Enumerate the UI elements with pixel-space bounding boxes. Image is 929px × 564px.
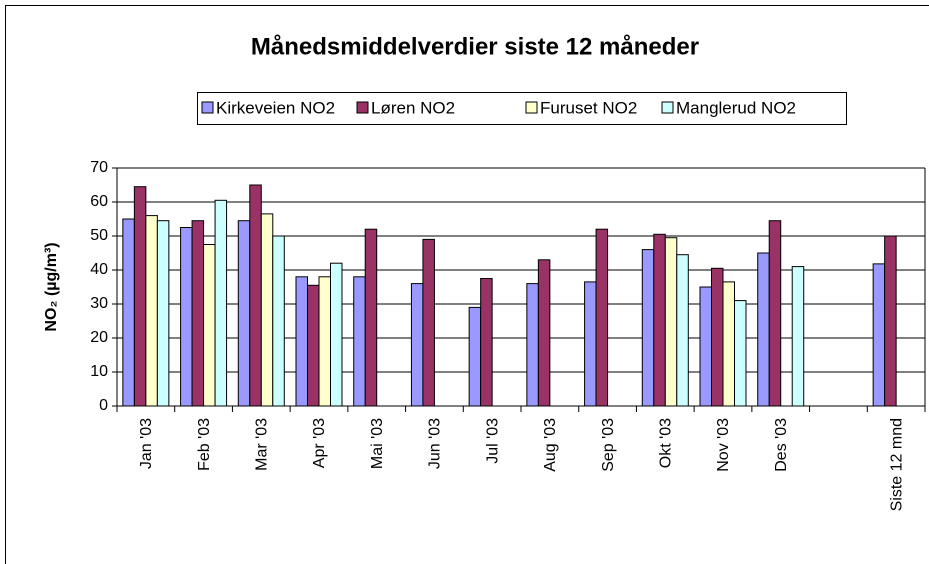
y-tick-label: 40 <box>90 261 108 278</box>
bar <box>410 283 424 407</box>
bar <box>364 228 378 407</box>
bar <box>318 276 331 407</box>
y-tick-label: 60 <box>90 193 108 210</box>
bar <box>180 227 193 407</box>
bar <box>676 254 689 407</box>
y-axis-label: NO₂ (µg/m³) <box>43 242 60 331</box>
legend-label: Furuset NO2 <box>540 98 637 117</box>
bar <box>884 235 897 407</box>
bar <box>249 184 262 407</box>
legend-swatch <box>356 101 369 114</box>
bar <box>214 199 228 407</box>
bar <box>353 276 366 407</box>
x-tick-label: Feb '03 <box>196 418 213 471</box>
bar <box>422 238 435 407</box>
bar <box>584 281 597 407</box>
legend-swatch <box>661 101 674 114</box>
bar <box>699 286 712 407</box>
bar <box>664 237 678 407</box>
bar <box>653 233 666 407</box>
bar <box>191 220 205 407</box>
bar <box>526 283 539 407</box>
bar <box>272 235 285 407</box>
bar <box>768 220 782 407</box>
x-tick-label: Apr '03 <box>311 418 328 468</box>
bar <box>307 284 320 407</box>
bar <box>722 281 735 407</box>
bar <box>757 252 770 407</box>
bar <box>711 267 724 407</box>
legend-swatch <box>201 101 214 114</box>
bar <box>133 186 147 407</box>
bar <box>468 306 482 407</box>
x-tick-label: Jan '03 <box>138 418 155 469</box>
legend-label: Løren NO2 <box>371 98 455 117</box>
bar <box>203 244 216 407</box>
bar <box>641 249 655 407</box>
bar <box>330 262 343 407</box>
x-tick-label: Sep '03 <box>600 418 617 472</box>
y-tick-label: 70 <box>90 159 108 176</box>
bar <box>872 263 886 407</box>
bar <box>791 266 805 407</box>
chart-title: Månedsmiddelverdier siste 12 måneder <box>251 33 699 60</box>
bar <box>156 220 170 407</box>
x-tick-label: Mar '03 <box>254 418 271 471</box>
x-tick-label: Siste 12 mnd <box>888 418 905 511</box>
x-tick-label: Okt '03 <box>658 418 675 468</box>
legend-box <box>197 92 847 125</box>
bar <box>122 218 135 407</box>
x-tick-label: Aug '03 <box>542 418 559 472</box>
bar <box>295 276 308 407</box>
bar <box>734 300 747 407</box>
x-tick-label: Jul '03 <box>484 418 501 464</box>
legend-label: Manglerud NO2 <box>676 98 796 117</box>
x-tick-label: Mai '03 <box>369 418 386 469</box>
bar <box>145 215 158 407</box>
y-tick-label: 50 <box>90 227 108 244</box>
x-tick-label: Des '03 <box>773 418 790 472</box>
y-tick-label: 30 <box>90 295 108 312</box>
bar <box>237 220 251 407</box>
bar <box>595 228 609 407</box>
x-tick-label: Jun '03 <box>427 418 444 469</box>
y-tick-label: 20 <box>90 329 108 346</box>
y-tick-label: 0 <box>99 397 108 414</box>
bar <box>260 213 274 407</box>
x-tick-label: Nov '03 <box>715 418 732 472</box>
legend-swatch <box>525 101 538 114</box>
bar <box>480 278 493 407</box>
y-tick-label: 10 <box>90 363 108 380</box>
bar <box>537 259 551 407</box>
legend-label: Kirkeveien NO2 <box>216 98 335 117</box>
